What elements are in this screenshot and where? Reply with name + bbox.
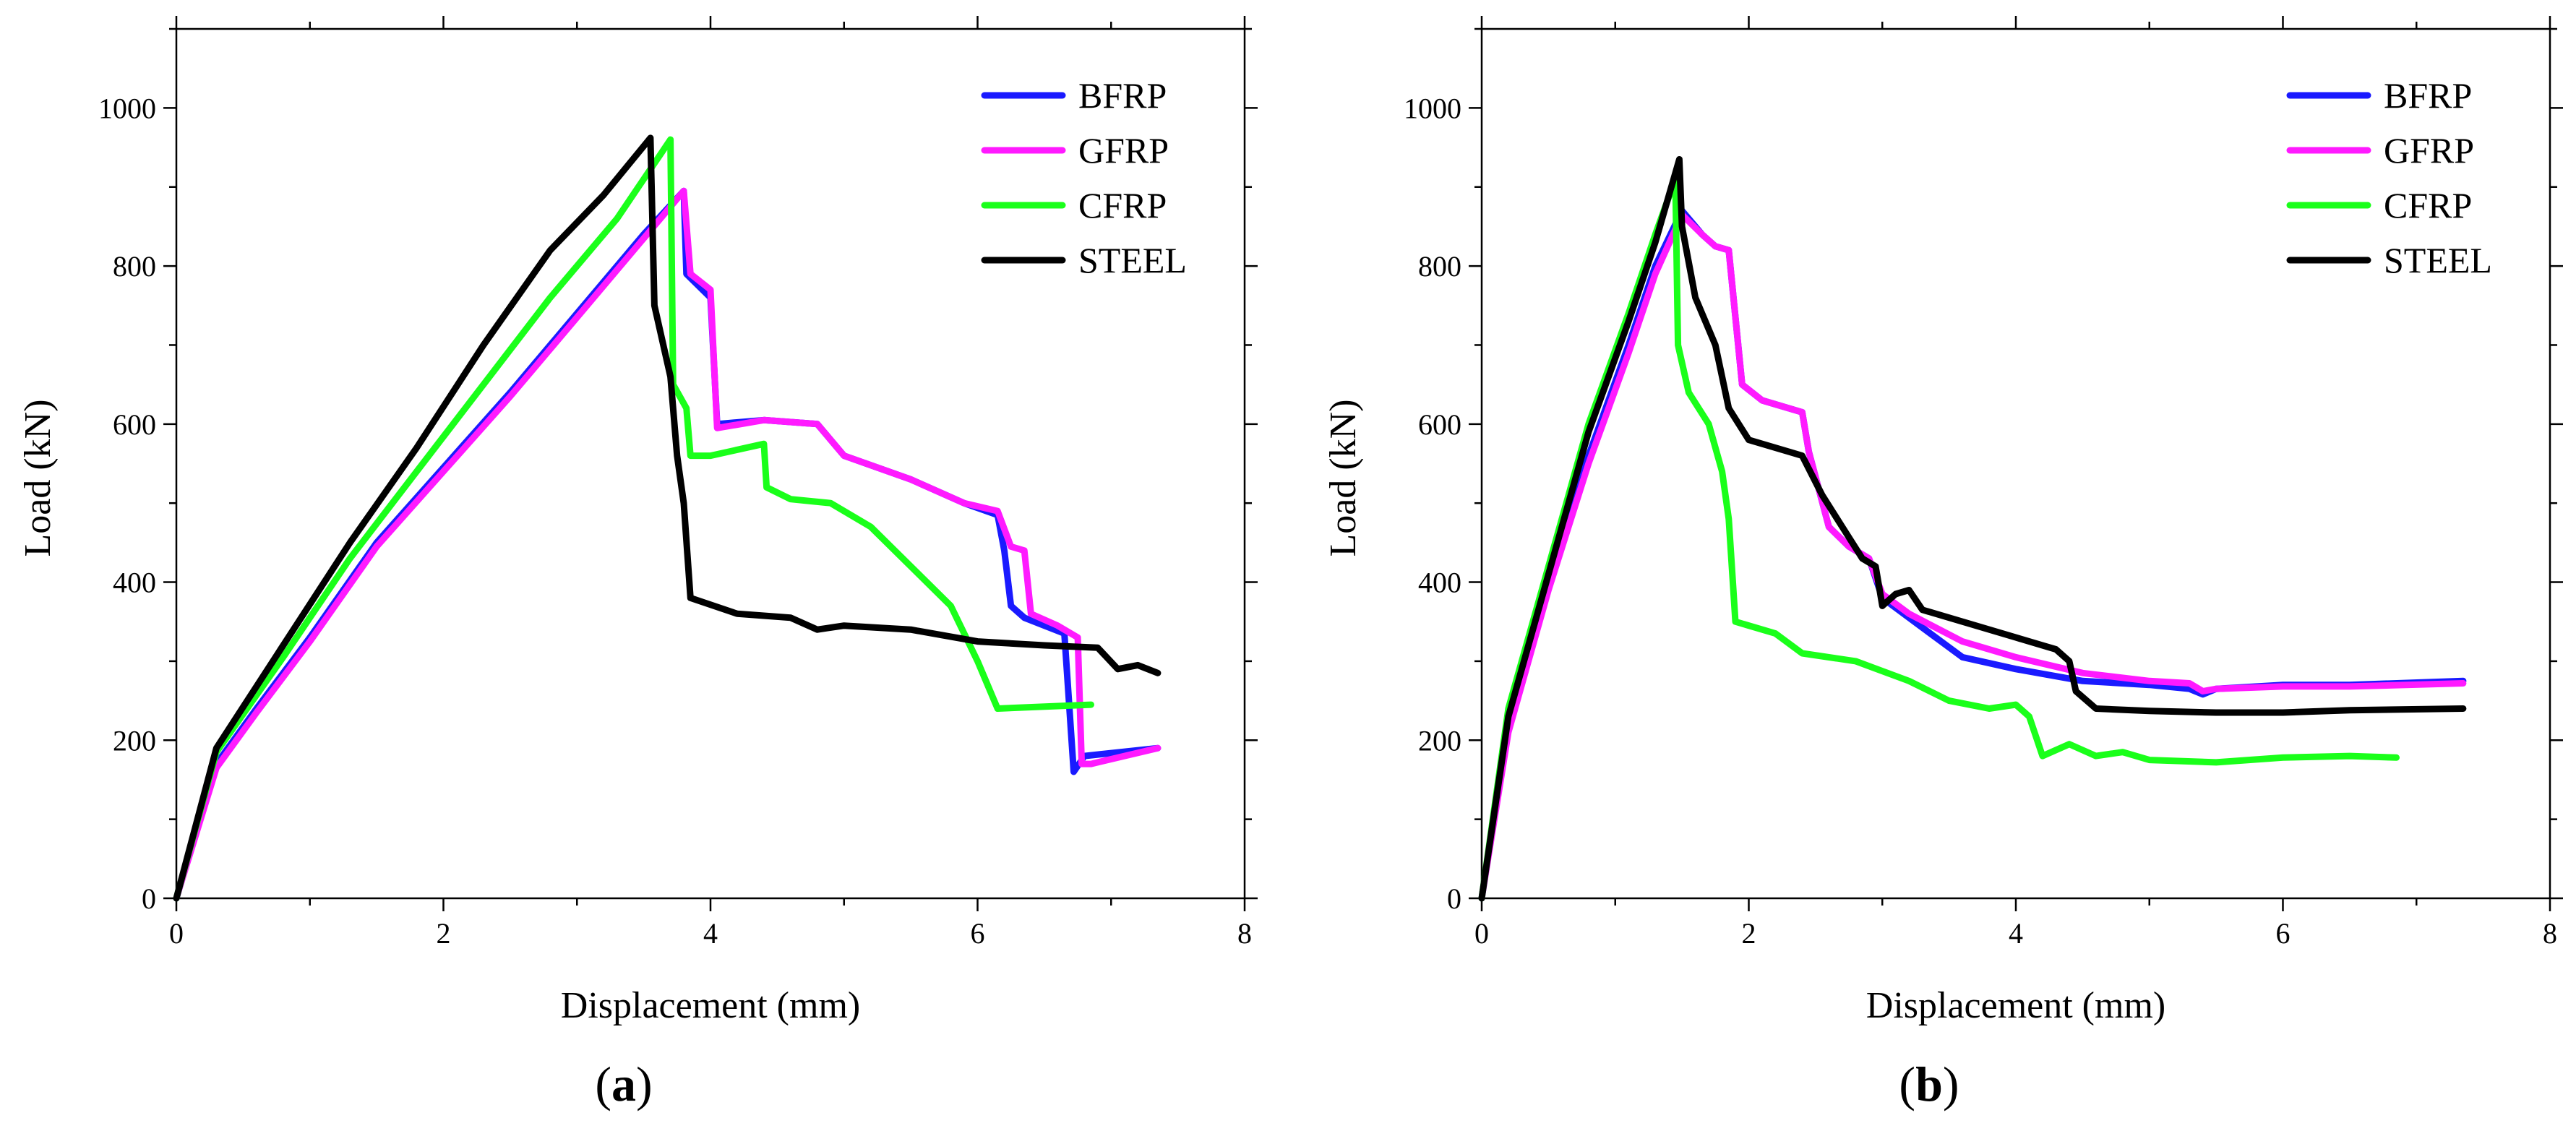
legend-label-bfrp: BFRP <box>2384 75 2472 116</box>
legend-label-steel: STEEL <box>2384 240 2492 280</box>
series-line-steel <box>1478 156 2467 902</box>
series-line-gfrp <box>173 187 1162 902</box>
x-tick-label: 0 <box>1474 917 1489 950</box>
x-tick-label: 0 <box>169 917 184 950</box>
x-tick-label: 2 <box>437 917 451 950</box>
panel-label: (b) <box>1899 1057 1959 1111</box>
series-line-gfrp <box>1478 211 2467 902</box>
y-axis-label: Load (kN) <box>1323 399 1364 556</box>
y-tick-label: 600 <box>1418 408 1461 441</box>
x-tick-label: 4 <box>703 917 718 950</box>
y-tick-label: 400 <box>113 567 156 599</box>
x-tick-label: 4 <box>2009 917 2023 950</box>
legend-label-gfrp: GFRP <box>2384 130 2474 171</box>
legend-label-cfrp: CFRP <box>1078 185 1167 225</box>
y-tick-label: 400 <box>1418 567 1461 599</box>
legend-label-bfrp: BFRP <box>1078 75 1167 116</box>
y-tick-label: 1000 <box>98 92 156 124</box>
y-tick-label: 1000 <box>1404 92 1461 124</box>
y-tick-label: 800 <box>1418 250 1461 283</box>
x-tick-label: 8 <box>2543 917 2557 950</box>
series-line-cfrp <box>173 136 1094 902</box>
legend-label-cfrp: CFRP <box>2384 185 2472 225</box>
y-tick-label: 0 <box>142 882 156 915</box>
legend-label-gfrp: GFRP <box>1078 130 1169 171</box>
y-tick-label: 0 <box>1447 882 1461 915</box>
y-tick-label: 600 <box>113 408 156 441</box>
chart-panel-a: 0 2 4 6 8 0 200 400 600 800 1000 Displacement (mm) L… <box>17 16 1258 1111</box>
y-axis-label: Load (kN) <box>17 399 59 556</box>
x-axis-label: Displacement (mm) <box>561 985 860 1026</box>
y-tick-label: 200 <box>113 724 156 757</box>
x-tick-label: 6 <box>971 917 985 950</box>
y-tick-label: 200 <box>1418 724 1461 757</box>
y-tick-label: 800 <box>113 250 156 283</box>
x-tick-label: 2 <box>1742 917 1756 950</box>
series-line-steel <box>173 134 1162 902</box>
x-axis-label: Displacement (mm) <box>1866 985 2165 1026</box>
panel-label: (a) <box>595 1057 652 1111</box>
legend-label-steel: STEEL <box>1078 240 1187 280</box>
chart-panel-b: 0 2 4 6 8 0 200 400 600 800 1000 Displacement (mm) L… <box>1323 16 2563 1111</box>
x-tick-label: 8 <box>1237 917 1252 950</box>
x-tick-label: 6 <box>2276 917 2291 950</box>
